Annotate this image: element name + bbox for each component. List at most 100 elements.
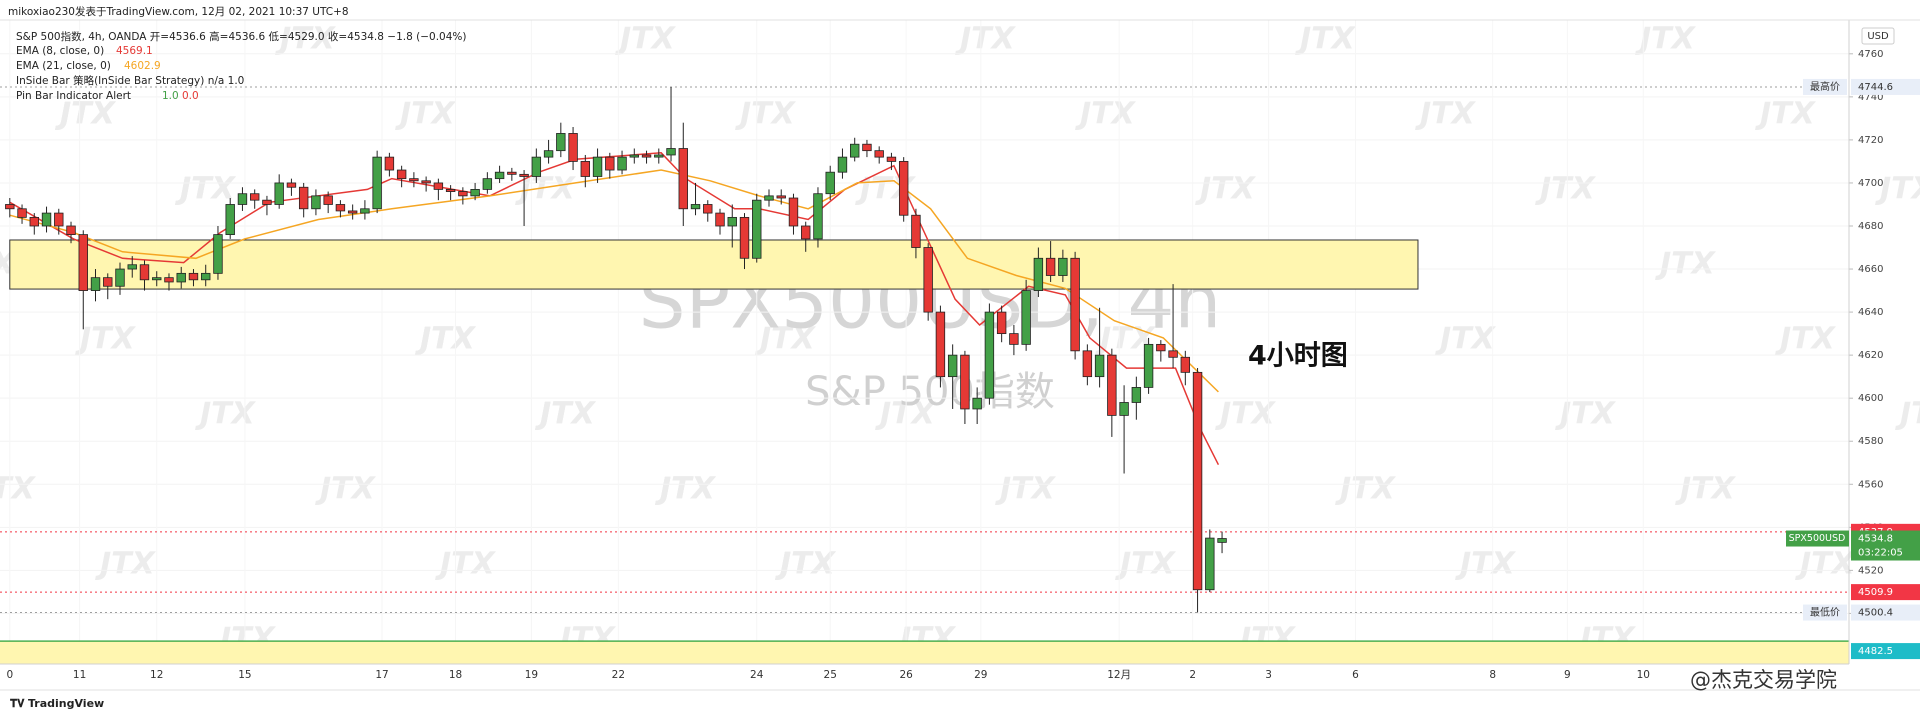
y-tick-label: 4580 xyxy=(1858,436,1883,447)
watermark-logo: JTX xyxy=(1875,172,1920,207)
price-label: 4482.5 xyxy=(1858,646,1893,657)
candle-body xyxy=(1168,350,1178,358)
x-tick-label: 26 xyxy=(899,669,913,681)
x-tick-label: 6 xyxy=(1352,669,1359,681)
candle-body xyxy=(90,277,101,291)
candle-body xyxy=(592,156,603,177)
watermark-logo: JTX xyxy=(1555,397,1617,432)
candle-body xyxy=(323,195,333,205)
x-tick-label: 24 xyxy=(750,669,764,681)
y-tick-label: 4560 xyxy=(1858,479,1883,490)
candle-body xyxy=(543,150,554,158)
candle-body xyxy=(249,193,260,201)
candle-body xyxy=(152,277,162,281)
ema8-name: EMA (8, close, 0) xyxy=(16,45,104,57)
watermark-logo: JTX xyxy=(0,472,37,507)
level-name-box xyxy=(1803,78,1847,95)
currency: USD xyxy=(1867,31,1889,42)
watermark-logo: JTX xyxy=(995,472,1057,507)
candle-body xyxy=(752,199,762,259)
watermark-logo: JTX xyxy=(1455,547,1517,582)
candle-body xyxy=(396,169,407,180)
candle-body xyxy=(409,178,419,182)
candle-body xyxy=(911,214,921,248)
candle-body xyxy=(115,268,125,287)
candle-body xyxy=(433,182,444,190)
x-tick-label: 12 xyxy=(150,669,163,681)
candle-body xyxy=(947,354,958,378)
candle-body xyxy=(788,197,799,227)
candle-body xyxy=(335,204,346,212)
x-tick-label: 10 xyxy=(1637,669,1650,681)
candle-body xyxy=(17,208,27,218)
candle-body xyxy=(201,272,211,281)
candle-body xyxy=(458,191,468,197)
price-label-box xyxy=(1851,643,1920,660)
pin-bar-v2: 0.0 xyxy=(182,90,199,102)
candle-body xyxy=(1217,538,1227,543)
candle-body xyxy=(482,178,493,190)
x-tick-label: 17 xyxy=(375,669,388,681)
candle-body xyxy=(54,212,64,227)
candle-body xyxy=(29,216,39,227)
watermark-logo: JTX xyxy=(1215,397,1277,432)
candle-body xyxy=(421,180,431,184)
candle-body xyxy=(1119,402,1129,416)
y-tick-label: 4740 xyxy=(1858,92,1883,103)
watermark-logo: JTX xyxy=(75,322,137,357)
candle-body xyxy=(164,277,174,283)
candle-body xyxy=(494,171,505,180)
symbol-line: S&P 500指数, 4h, OANDA 开=4536.6 高=4536.6 低… xyxy=(16,30,466,43)
price-label: 4500.4 xyxy=(1858,608,1893,619)
watermark-logo: JTX xyxy=(1075,97,1137,132)
watermark-logo: JTX xyxy=(655,472,717,507)
pin-bar: Pin Bar Indicator Alert xyxy=(16,90,131,102)
candle-body xyxy=(1131,387,1142,403)
watermark-logo: JTX xyxy=(655,472,717,507)
candle-body xyxy=(715,212,725,227)
candle-body xyxy=(237,193,248,205)
candle-body xyxy=(1070,257,1080,352)
watermark-logo: JTX xyxy=(1895,397,1920,432)
candle-body xyxy=(764,195,774,201)
zone xyxy=(9,239,1419,290)
level-band xyxy=(0,641,1849,664)
footer-author: @杰克交易学院 xyxy=(1690,668,1837,692)
watermark-logo: JTX xyxy=(1335,472,1397,507)
candle-body xyxy=(274,182,284,205)
watermark-logo: JTX xyxy=(1775,322,1837,357)
countdown: 03:22:05 xyxy=(1858,548,1903,559)
ema8-value: 4569.1 xyxy=(116,45,153,57)
candle-body xyxy=(776,195,786,199)
price-label-box xyxy=(1851,78,1920,95)
legend: mikoxiao230发表于TradingView.com, 12月 02, 2… xyxy=(8,5,466,102)
candle-body xyxy=(225,204,235,236)
watermark-logo: JTX xyxy=(415,322,477,357)
x-tick-label: 22 xyxy=(612,669,625,681)
x-tick-label: 15 xyxy=(238,669,251,681)
x-tick-label: 18 xyxy=(449,669,462,681)
x-tick-label: 19 xyxy=(525,669,538,681)
x-tick-label: 12月 xyxy=(1107,669,1131,681)
candle-body xyxy=(372,156,382,210)
candle-body xyxy=(213,234,223,274)
watermark-logo: JTX xyxy=(1655,247,1717,282)
candle-body xyxy=(666,148,676,156)
watermark-logo: JTX xyxy=(1535,172,1597,207)
candle-body xyxy=(347,210,358,214)
candle-body xyxy=(629,154,639,158)
watermark-sub: S&P 500指数 xyxy=(805,369,1055,415)
candle-body xyxy=(837,156,848,173)
watermark-logo: JTX xyxy=(775,547,837,582)
candle-body xyxy=(188,272,199,281)
watermark-logo: JTX xyxy=(615,22,677,57)
watermark-logo: JTX xyxy=(515,172,577,207)
candle-body xyxy=(531,156,542,177)
y-tick-label: 4620 xyxy=(1858,350,1883,361)
y-tick-label: 4660 xyxy=(1858,264,1883,275)
candle-body xyxy=(1045,257,1056,276)
candle-body xyxy=(445,189,456,192)
watermark-logo: JTX xyxy=(535,397,597,432)
candle-body xyxy=(519,173,529,177)
